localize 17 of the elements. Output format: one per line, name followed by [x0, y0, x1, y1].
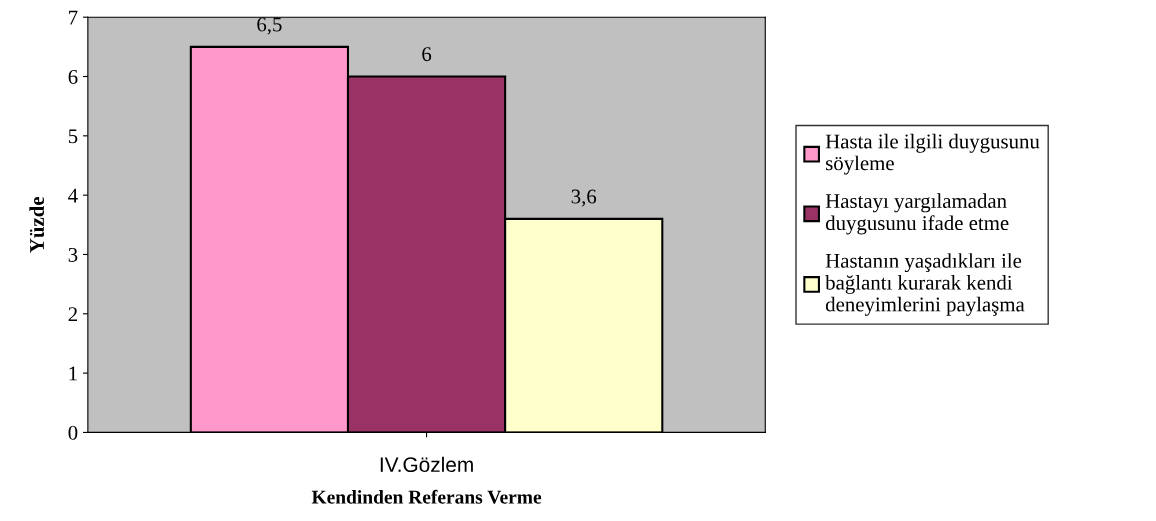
x-tick-label: IV.Gözlem [380, 456, 473, 473]
data-label: 3,6 [571, 189, 597, 207]
data-label: 6,5 [257, 17, 282, 35]
y-tick-label: 5 [68, 129, 78, 144]
y-tick-label: 1 [69, 366, 77, 381]
y-tick-label: 4 [68, 188, 78, 203]
x-axis-title: Kendinden Referans Verme [311, 489, 542, 504]
data-label: 6 [422, 47, 432, 62]
y-tick-label: 3 [68, 247, 78, 262]
legend-label: Hasta ile ilgili duygusunu söyleme [825, 133, 1040, 175]
y-tick-label: 6 [68, 69, 78, 84]
y-axis-title: Yüzde [29, 196, 45, 253]
legend-label: Hastayı yargılamadan duygusunu ifade etme [825, 193, 1009, 235]
y-tick-label: 7 [69, 10, 78, 25]
y-tick-label: 2 [68, 307, 77, 322]
y-tick-label: 0 [68, 425, 78, 440]
legend-label: Hastanın yaşadıkları ile bağlantı kurarak kendi deneyimlerini paylaşma [825, 253, 1025, 316]
